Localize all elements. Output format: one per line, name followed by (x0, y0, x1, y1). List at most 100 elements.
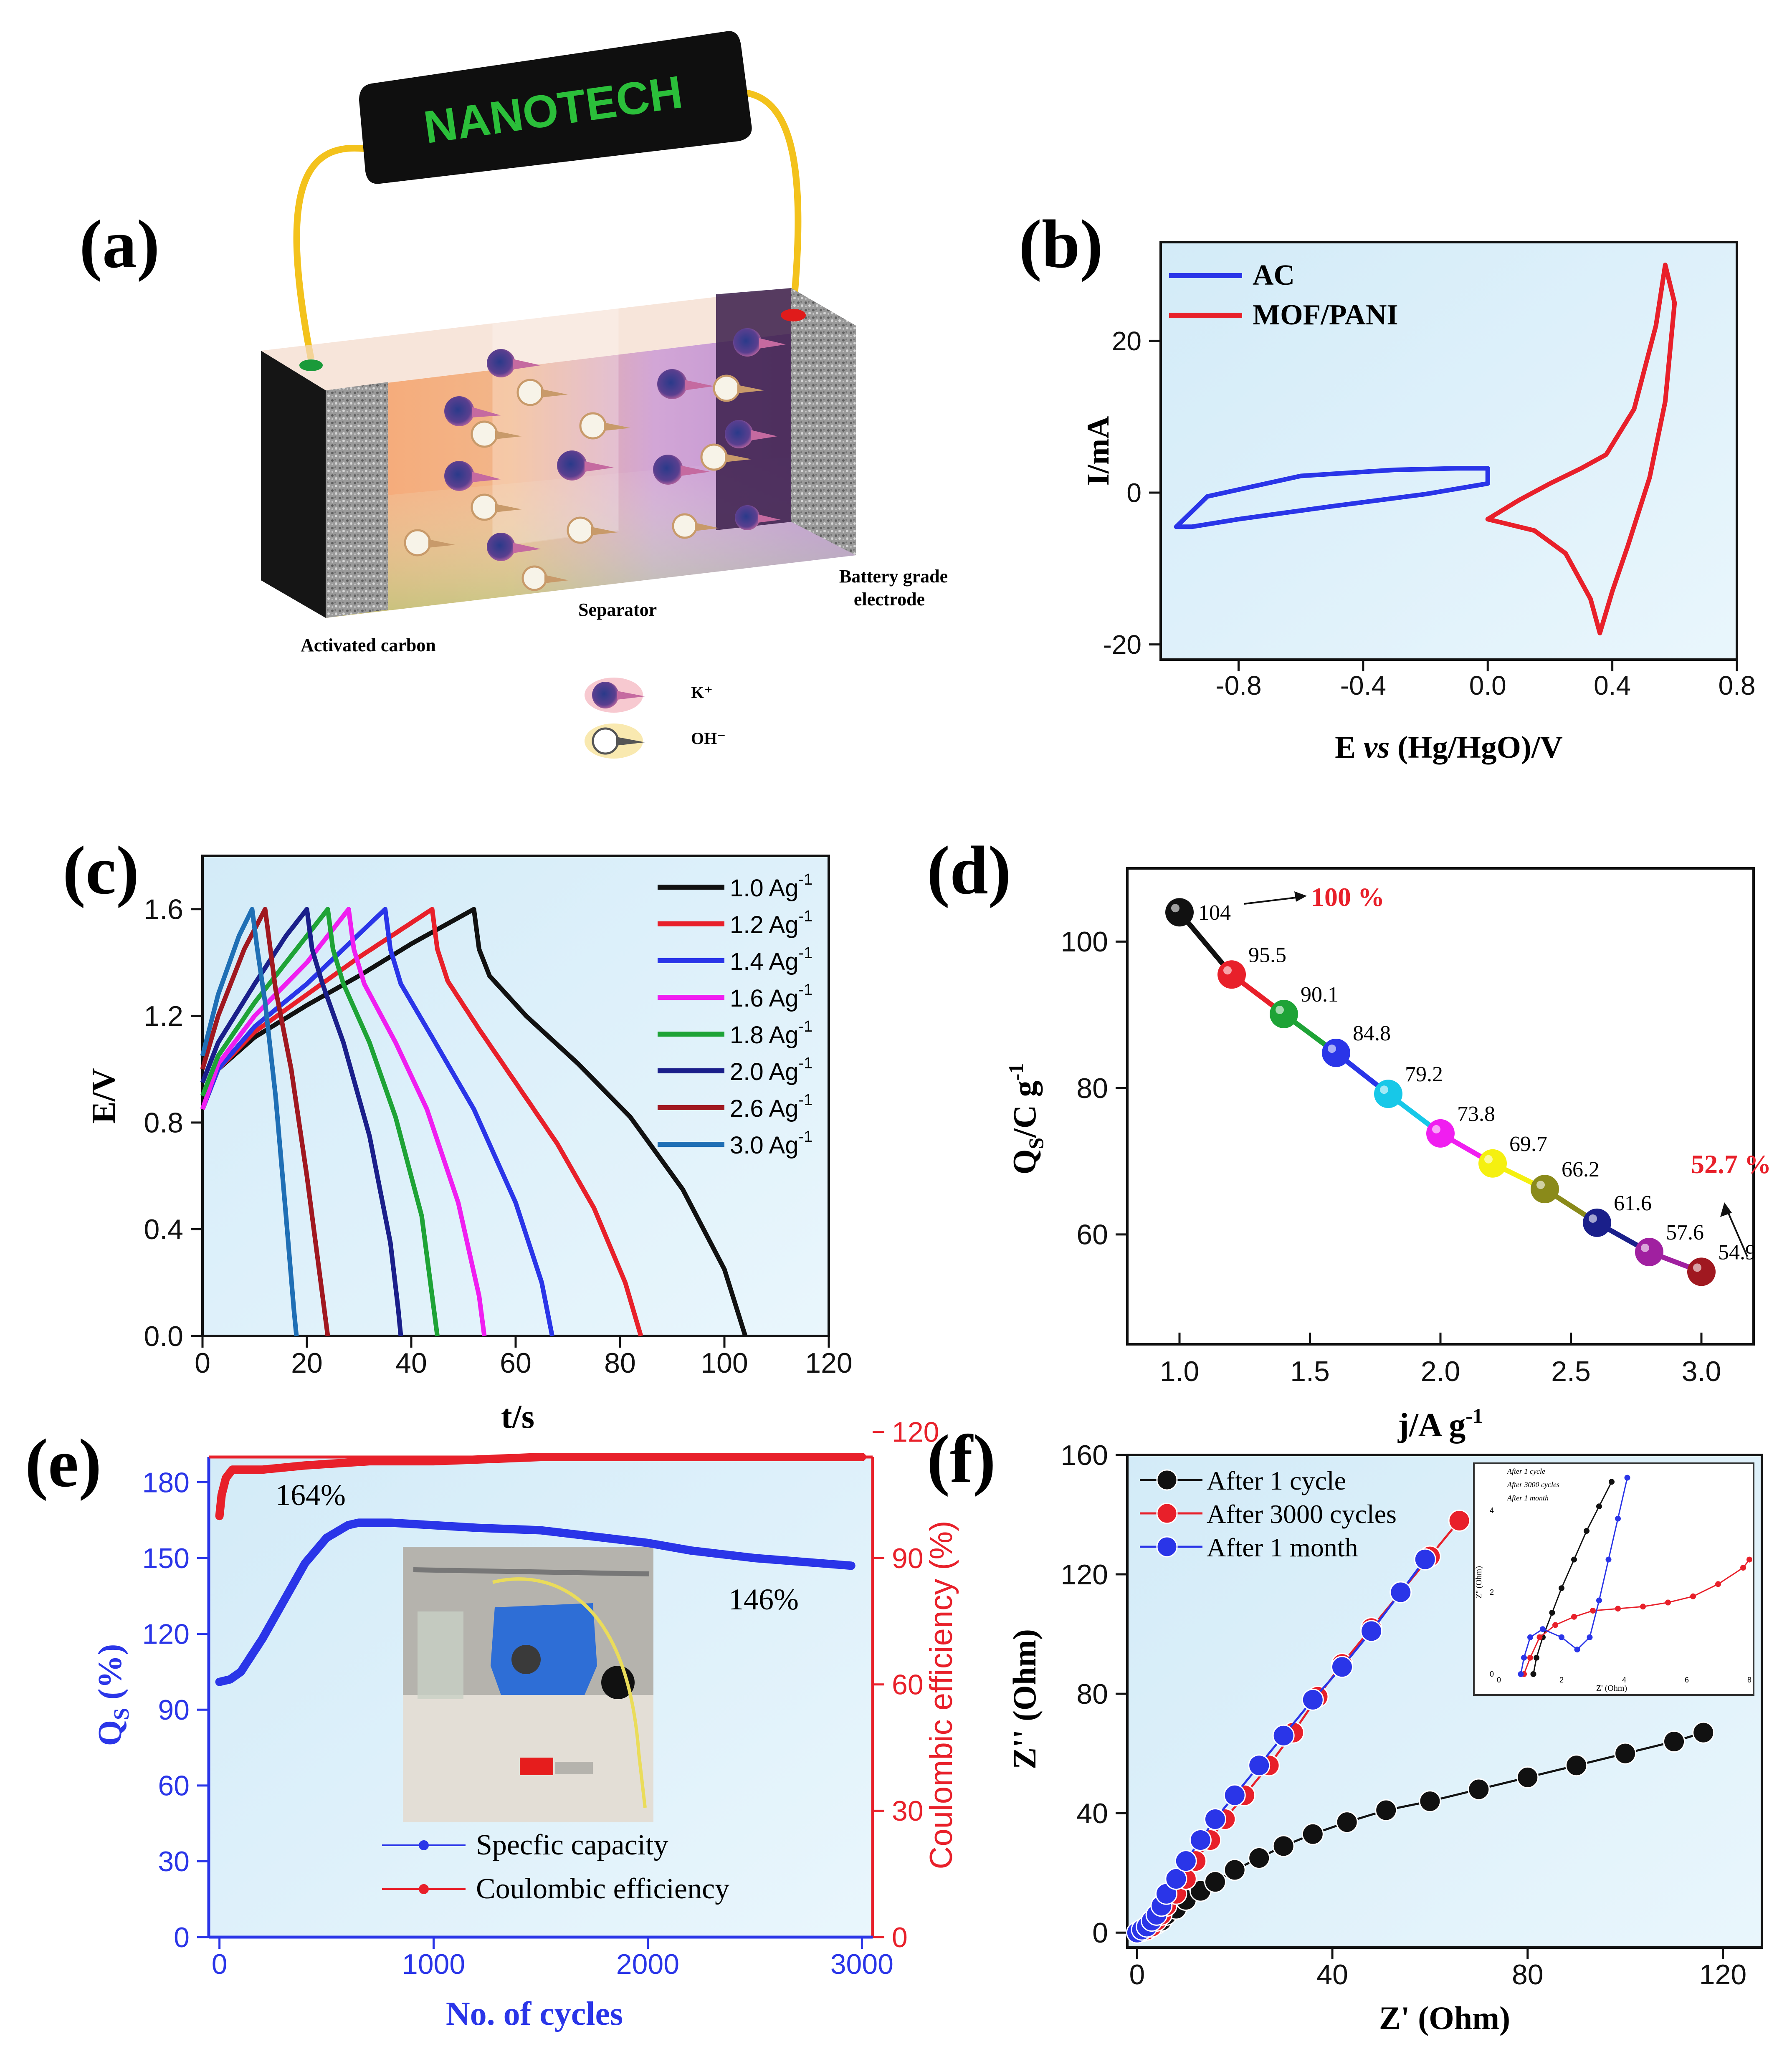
label-activated-carbon: Activated carbon (301, 635, 436, 655)
label-battery-grade-2: electrode (854, 589, 925, 610)
panel-d-capacity-chart: (d) 1.0 1.5 2.0 2.5 3.0 60 80 100 104 95.5 90.1 84… (927, 832, 1771, 1444)
y-tick-label: 0.4 (144, 1214, 183, 1245)
data-label: 66.2 (1562, 1158, 1600, 1181)
data-point (1414, 1548, 1436, 1571)
y-tick-label: -20 (1103, 630, 1142, 660)
data-point (1331, 1656, 1353, 1678)
oh-ion (471, 420, 522, 448)
data-point (1204, 1808, 1226, 1830)
series-line-coulombic (215, 1453, 866, 1520)
legend-label-exponent: -1 (798, 981, 812, 999)
inset-x-tick-label: 4 (1622, 1676, 1626, 1684)
legend-label-exponent: -1 (798, 1055, 812, 1072)
data-label: 61.6 (1614, 1191, 1652, 1215)
x-tick-label: 120 (805, 1347, 852, 1379)
inset-data-point (1605, 1556, 1612, 1563)
data-point (1390, 1581, 1412, 1604)
x-tick-label: 0.4 (1594, 670, 1631, 701)
inset-data-point (1746, 1556, 1752, 1563)
x-axis-title-main: j/A g (1397, 1407, 1465, 1444)
y-tick-label: 160 (1061, 1439, 1108, 1471)
series-line-mofpani (1485, 263, 1677, 635)
inset-data-point (1552, 1622, 1558, 1628)
inset-y-axis-title: Z'' (Ohm) (1474, 1566, 1483, 1599)
y-tick-label: 0 (892, 1922, 908, 1953)
x-tick-label: 1000 (402, 1948, 465, 1980)
inset-data-point (1549, 1610, 1555, 1616)
oh-ion (672, 513, 719, 539)
inset-x-tick-label: 0 (1497, 1676, 1501, 1684)
x-tick-label: 20 (291, 1347, 323, 1379)
panel-label-e: (e) (25, 1425, 101, 1501)
inset-x-tick-label: 6 (1685, 1676, 1689, 1684)
x-tick-label: 0 (1129, 1959, 1145, 1991)
inset-data-point (1596, 1597, 1602, 1604)
data-point (1165, 1868, 1187, 1890)
x-tick-label: 3.0 (1682, 1356, 1721, 1387)
y-axis-title: QS/C g-1 (1004, 1063, 1048, 1175)
data-label: 69.7 (1509, 1132, 1547, 1156)
y-tick-label: 150 (142, 1543, 190, 1574)
legend-marker-ce (419, 1884, 429, 1894)
data-label: 95.5 (1248, 943, 1286, 967)
data-point (1223, 1784, 1246, 1806)
x-tick-label: 100 (701, 1347, 748, 1379)
inset-data-point (1571, 1556, 1577, 1563)
inset-data-point (1690, 1593, 1696, 1599)
x-tick-label: 0 (195, 1347, 210, 1379)
data-point-highlight (1693, 1263, 1701, 1272)
annotation-146: 146% (729, 1583, 799, 1616)
series-line (200, 907, 440, 1336)
panel-e-cycling-chart: (e) 0 1000 2000 300003060901201501800306090… (25, 1416, 959, 2032)
inset-data-point (1527, 1654, 1533, 1661)
series-line (200, 907, 403, 1336)
y-tick-label: 120 (1061, 1559, 1108, 1591)
panel-label-a: (a) (79, 206, 159, 282)
data-point-highlight (1223, 966, 1232, 975)
x-axis-title: j/A g-1 (1397, 1404, 1483, 1444)
y-tick-label: 80 (1076, 1678, 1108, 1710)
x-axis-title: Z' (Ohm) (1379, 2000, 1510, 2036)
k-ion (725, 420, 777, 448)
x-tick-label: 0.0 (1469, 670, 1506, 701)
data-point-highlight (1380, 1085, 1388, 1094)
legend-label-mof-pani: MOF/PANI (1253, 299, 1398, 331)
terminal-right (781, 309, 806, 321)
series-line (200, 907, 748, 1337)
data-point (1204, 1871, 1226, 1893)
x-tick-label: -0.8 (1215, 670, 1261, 701)
x-tick-label: 0 (212, 1948, 228, 1980)
data-point (1516, 1766, 1539, 1788)
panel-a-schematic: (a) NANOTECH (79, 31, 948, 759)
data-label: 84.8 (1353, 1022, 1391, 1045)
y-tick-label: 90 (158, 1694, 190, 1726)
y-tick-label: 0.0 (144, 1320, 183, 1352)
data-point (1426, 1119, 1455, 1148)
data-point-highlight (1484, 1155, 1493, 1164)
panel-label-d: (d) (927, 832, 1011, 908)
x-tick-label: 40 (1316, 1959, 1348, 1991)
x-tick-label: 40 (395, 1347, 427, 1379)
inset-data-point (1521, 1654, 1527, 1661)
series-line (200, 907, 330, 1336)
x-tick-label: 0.8 (1719, 670, 1756, 701)
y-tick-label: 1.2 (144, 1000, 183, 1032)
data-point (1165, 898, 1194, 927)
y-axis-title-main: Q (1006, 1149, 1043, 1175)
x-tick-label: 1.5 (1290, 1356, 1330, 1387)
y-tick-label: 180 (142, 1467, 190, 1498)
data-label: 79.2 (1405, 1062, 1443, 1086)
label-battery-grade-1: Battery grade (839, 566, 948, 587)
data-label: 73.8 (1457, 1102, 1495, 1126)
k-ion (733, 328, 786, 357)
panel-label-c: (c) (63, 832, 139, 908)
y-tick-label: 100 (1061, 926, 1108, 958)
y-tick-label: 80 (1076, 1073, 1108, 1104)
inset-data-point (1527, 1634, 1533, 1640)
x-tick-label: 120 (1699, 1959, 1746, 1991)
legend-label-ce: Coulombic efficiency (476, 1873, 729, 1905)
data-point (1223, 1859, 1246, 1881)
data-point (1663, 1730, 1686, 1753)
